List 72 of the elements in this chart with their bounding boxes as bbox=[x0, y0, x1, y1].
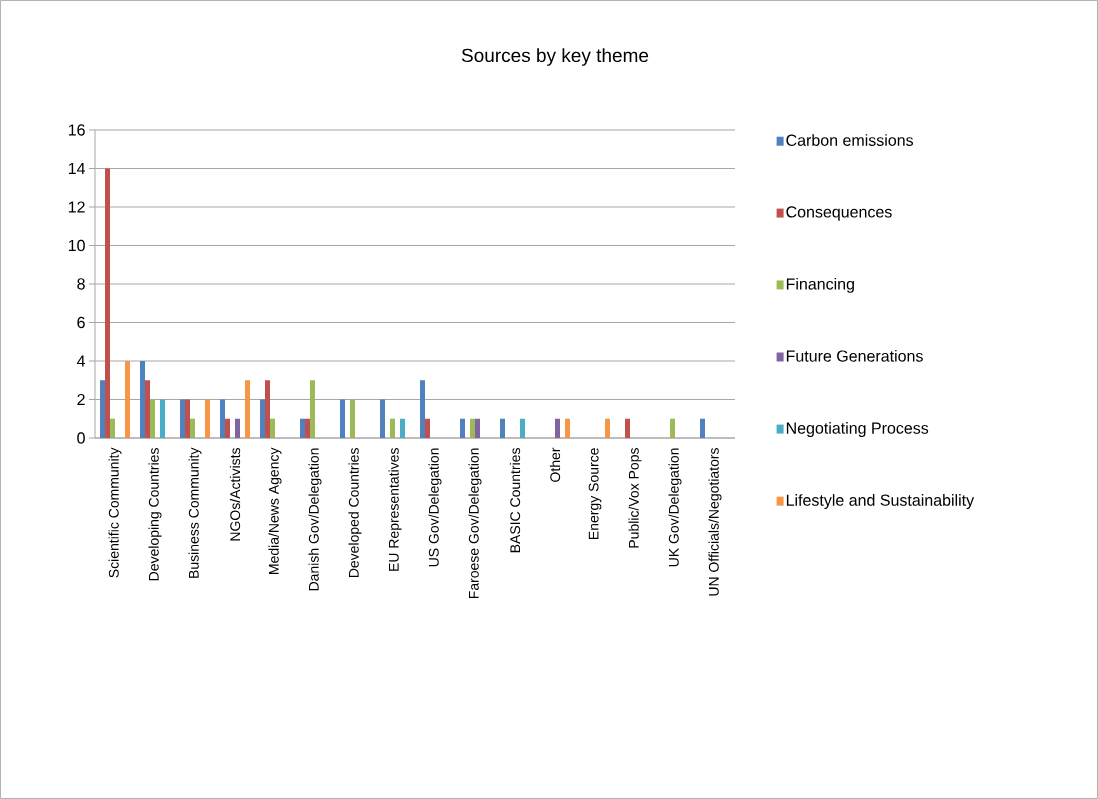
bar bbox=[520, 418, 526, 438]
y-tick-label: 12 bbox=[68, 201, 85, 213]
bar bbox=[625, 418, 631, 438]
bar bbox=[400, 418, 406, 438]
x-tick-label: Media/News Agency bbox=[268, 447, 282, 574]
bar bbox=[420, 380, 426, 438]
bar bbox=[265, 380, 271, 438]
bar bbox=[425, 418, 431, 438]
x-tick-label: UN Officials/Negotiators bbox=[708, 448, 722, 596]
y-tick-label: 10 bbox=[68, 239, 85, 252]
bar bbox=[145, 380, 151, 438]
bar bbox=[110, 418, 116, 438]
bar bbox=[205, 399, 211, 438]
bar bbox=[670, 418, 676, 438]
x-tick-label: Other bbox=[549, 447, 561, 482]
bar bbox=[100, 380, 106, 438]
y-tick-label: 0 bbox=[77, 432, 85, 444]
y-tick-label: 16 bbox=[68, 124, 85, 136]
bar bbox=[150, 399, 156, 438]
legend-label: Consequences bbox=[786, 206, 892, 221]
y-tick-label: 14 bbox=[68, 162, 86, 174]
x-tick-label: Danish Gov/Delegation bbox=[308, 448, 322, 591]
x-tick-label: EU Representatives bbox=[388, 448, 402, 571]
bar bbox=[565, 418, 571, 438]
x-tick-label: US Gov/Delegation bbox=[428, 448, 442, 567]
y-tick-label: 2 bbox=[77, 393, 85, 406]
bar bbox=[125, 360, 131, 438]
bar bbox=[555, 418, 561, 438]
x-tick-label: NGOs/Activists bbox=[229, 448, 241, 541]
bar bbox=[470, 418, 476, 438]
chart-title: Sources by key theme bbox=[461, 48, 649, 66]
bar bbox=[605, 418, 611, 438]
bar bbox=[300, 418, 306, 438]
legend-label: Carbon emissions bbox=[786, 134, 914, 146]
x-tick-label: Developing Countries bbox=[148, 448, 162, 581]
x-tick-label: Energy Source bbox=[588, 448, 602, 539]
y-tick-label: 4 bbox=[76, 355, 86, 367]
bar bbox=[460, 418, 466, 438]
bar bbox=[500, 418, 506, 438]
bar bbox=[245, 380, 251, 438]
bar bbox=[180, 399, 186, 438]
bar bbox=[235, 418, 241, 438]
bar bbox=[700, 418, 706, 438]
bar bbox=[340, 399, 346, 438]
x-tick-label: Scientific Community bbox=[108, 447, 122, 578]
legend-label: Lifestyle and Sustainability bbox=[786, 494, 975, 510]
bar bbox=[390, 418, 396, 438]
bar bbox=[475, 418, 481, 438]
bar bbox=[305, 418, 311, 438]
bar bbox=[140, 360, 146, 438]
y-tick-label: 6 bbox=[77, 316, 85, 329]
bar bbox=[260, 399, 266, 438]
bar bbox=[225, 418, 231, 438]
legend-label: Future Generations bbox=[786, 349, 923, 362]
legend-label: Negotiating Process bbox=[786, 422, 929, 437]
x-tick-label: UK Gov/Delegation bbox=[668, 448, 682, 567]
x-tick-label: Public/Vox Pops bbox=[628, 448, 642, 548]
bar bbox=[270, 418, 276, 438]
y-tick-label: 8 bbox=[77, 278, 85, 290]
bar bbox=[380, 399, 386, 438]
legend-label: Financing bbox=[786, 277, 854, 293]
x-tick-label: Business Community bbox=[188, 447, 202, 578]
bar bbox=[190, 418, 196, 438]
x-tick-label: Developed Countries bbox=[348, 448, 362, 578]
bar bbox=[310, 380, 316, 438]
bar bbox=[220, 399, 226, 438]
bar bbox=[350, 399, 356, 438]
bar bbox=[105, 168, 111, 438]
x-tick-label: Faroese Gov/Delegation bbox=[468, 448, 482, 599]
bar bbox=[160, 399, 166, 438]
bar bbox=[185, 399, 191, 438]
x-tick-label: BASIC Countries bbox=[509, 448, 521, 553]
